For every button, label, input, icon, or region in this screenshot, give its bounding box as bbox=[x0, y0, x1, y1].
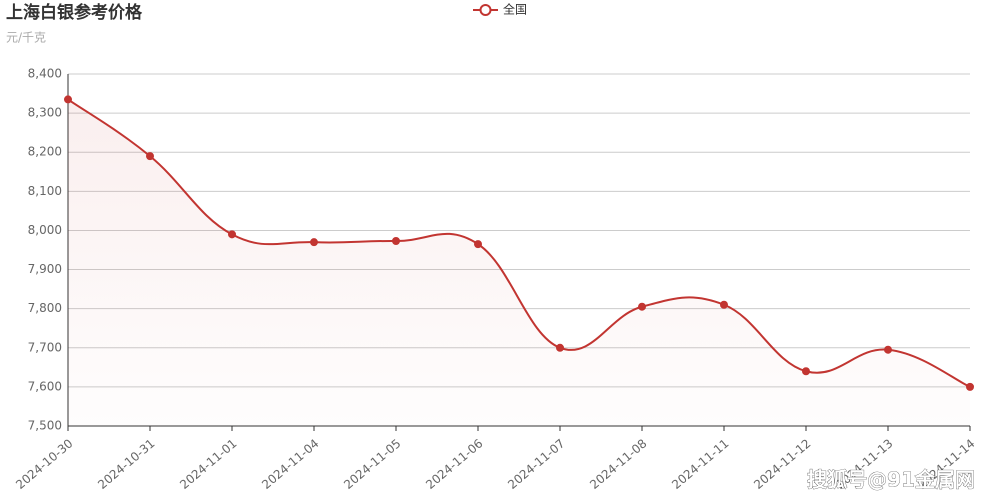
point bbox=[802, 367, 810, 376]
point bbox=[228, 230, 236, 239]
watermark: 搜狐号@91金属网 bbox=[807, 468, 975, 492]
x-tick-label: 2024-11-05 bbox=[341, 436, 403, 492]
y-tick-label: 8,200 bbox=[28, 145, 62, 159]
x-tick-label: 2024-11-07 bbox=[505, 436, 567, 492]
x-tick-label: 2024-11-06 bbox=[423, 436, 485, 492]
point bbox=[884, 345, 892, 354]
point bbox=[146, 152, 154, 161]
area bbox=[68, 99, 970, 426]
x-tick-label: 2024-10-30 bbox=[13, 436, 75, 492]
point bbox=[556, 343, 564, 352]
y-tick-label: 7,600 bbox=[28, 379, 62, 393]
point bbox=[966, 382, 974, 391]
y-tick-label: 7,700 bbox=[28, 340, 62, 354]
point bbox=[64, 95, 72, 104]
point bbox=[310, 238, 318, 247]
point bbox=[638, 302, 646, 311]
y-tick-label: 8,000 bbox=[28, 223, 62, 237]
y-tick-label: 7,800 bbox=[28, 301, 62, 315]
x-tick-label: 2024-11-01 bbox=[177, 436, 239, 492]
y-tick-label: 7,500 bbox=[28, 419, 62, 433]
x-tick-label: 2024-11-04 bbox=[259, 436, 321, 492]
x-tick-label: 2024-11-08 bbox=[587, 436, 649, 492]
chart-title: 上海白银参考价格 bbox=[6, 2, 143, 23]
chart-subtitle: 元/千克 bbox=[6, 31, 46, 45]
line bbox=[67, 98, 971, 388]
point bbox=[474, 240, 482, 249]
x-tick-label: 2024-10-31 bbox=[95, 436, 157, 492]
legend-symbol bbox=[479, 4, 492, 16]
y-tick-label: 8,300 bbox=[28, 106, 62, 120]
x-tick-label: 2024-11-12 bbox=[751, 436, 813, 492]
point bbox=[720, 300, 728, 309]
y-tick-label: 7,900 bbox=[28, 262, 62, 276]
point bbox=[392, 237, 400, 246]
legend-label: 全国 bbox=[503, 2, 527, 17]
x-tick-label: 2024-11-11 bbox=[669, 436, 731, 492]
y-tick-label: 8,100 bbox=[28, 184, 62, 198]
y-tick-label: 8,400 bbox=[28, 67, 62, 81]
